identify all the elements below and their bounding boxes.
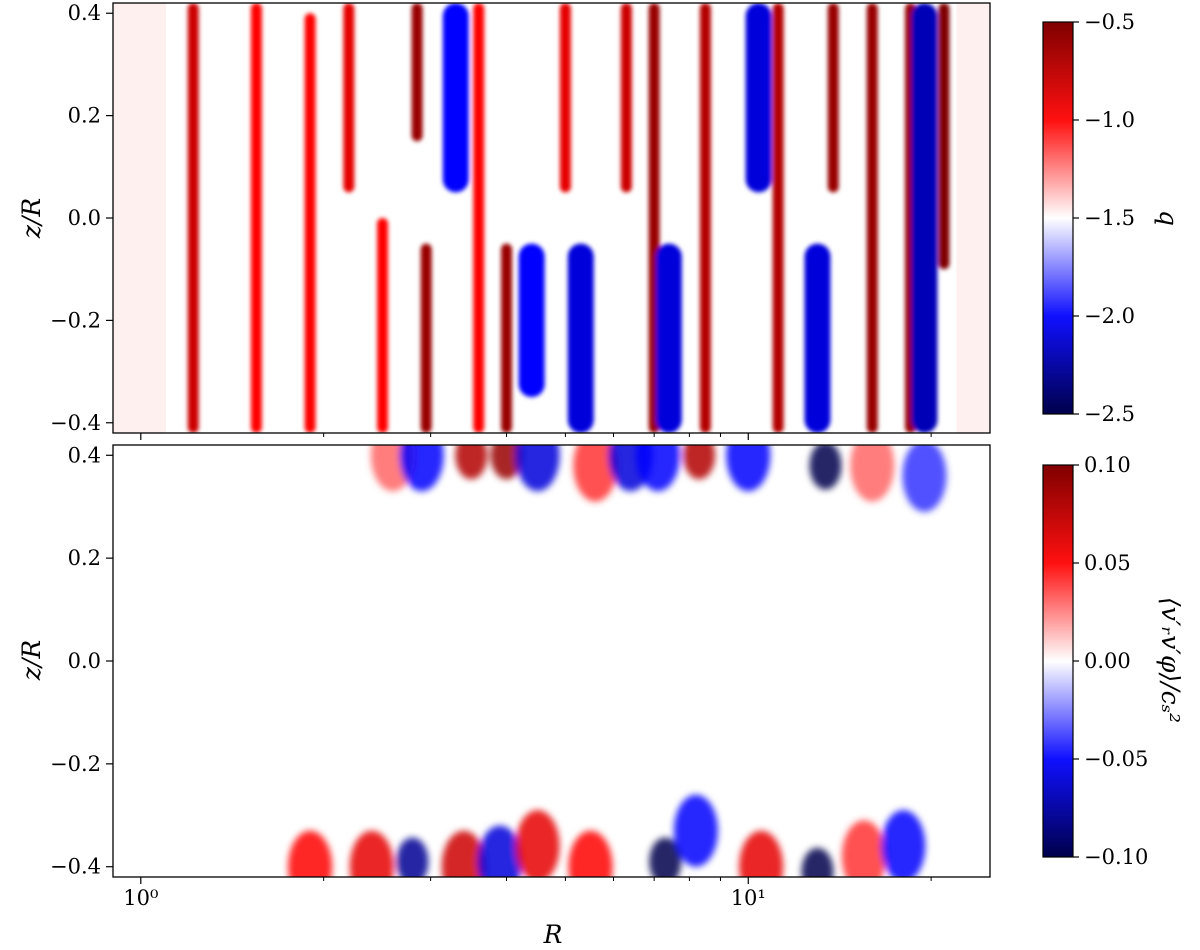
stress-feature-8 <box>683 445 716 480</box>
colorbar-tick-label: −2.5 <box>1084 402 1135 426</box>
stress-feature-23 <box>801 847 834 877</box>
colorbar-tick-label: −1.5 <box>1084 206 1135 230</box>
y-tick-label: 0.4 <box>68 1 101 25</box>
q-heatmap <box>113 3 990 433</box>
q-feature-23 <box>911 3 938 433</box>
x-tick-label: 10⁰ <box>123 886 158 910</box>
y-tick-label: 0.2 <box>68 104 101 128</box>
y-tick-label: 0.0 <box>68 649 101 673</box>
q-feature-11 <box>559 3 571 193</box>
y-tick-label: −0.2 <box>50 308 101 332</box>
bottom-ylabel: z/R <box>17 640 46 681</box>
inner-boundary-region <box>113 3 166 433</box>
x-tick-label: 10¹ <box>731 886 766 910</box>
stress-feature-15 <box>396 837 429 877</box>
colorbar-stress-label: ⟨v′ᵣv′φ⟩/cₛ² <box>1156 597 1185 723</box>
q-feature-21 <box>866 3 878 433</box>
colorbar-q-gradient <box>1042 21 1074 415</box>
stress-feature-25 <box>881 810 926 877</box>
stress-feature-16 <box>441 830 486 877</box>
stress-heatmap <box>113 445 990 877</box>
q-feature-0 <box>187 3 199 433</box>
y-tick-label: −0.4 <box>50 411 101 435</box>
y-tick-label: 0.0 <box>68 206 101 230</box>
q-feature-12 <box>567 243 594 433</box>
q-feature-2 <box>304 13 316 433</box>
q-feature-5 <box>411 3 423 142</box>
y-tick-label: −0.4 <box>50 855 101 879</box>
colorbar-q-label: q <box>1154 210 1183 226</box>
colorbar-tick-label: 0.10 <box>1084 453 1131 477</box>
stress-feature-19 <box>568 830 613 877</box>
colorbar-tick-label: −2.0 <box>1084 304 1135 328</box>
stress-feature-4 <box>515 445 560 492</box>
bottom-xlabel: R <box>543 920 563 949</box>
q-feature-24 <box>938 3 950 270</box>
stress-feature-9 <box>726 445 771 492</box>
stress-feature-3 <box>490 445 523 480</box>
y-tick-label: 0.4 <box>68 443 101 467</box>
colorbar-tick-label: −0.10 <box>1084 845 1148 869</box>
stress-feature-2 <box>455 445 488 480</box>
q-feature-3 <box>343 3 355 193</box>
stress-feature-10 <box>809 445 842 490</box>
stress-feature-14 <box>349 830 394 877</box>
stress-feature-12 <box>902 445 947 512</box>
colorbar-tick-label: 0.05 <box>1084 551 1131 575</box>
colorbar-tick-label: −0.05 <box>1084 747 1148 771</box>
outer-boundary-region <box>956 3 990 433</box>
bottom-y-axis: 0.4 0.2 0.0 −0.2 −0.4 <box>50 443 113 879</box>
q-feature-16 <box>699 3 711 433</box>
top-ylabel: z/R <box>17 198 46 239</box>
q-feature-9 <box>501 243 513 433</box>
stress-feature-20 <box>649 837 682 877</box>
q-feature-4 <box>377 218 389 433</box>
stress-feature-13 <box>288 830 333 877</box>
stress-feature-24 <box>841 820 886 877</box>
colorbar-stress-gradient <box>1042 464 1074 858</box>
colorbar-q: −0.5 −1.0 −1.5 −2.0 −2.5 q <box>1042 10 1183 426</box>
q-feature-6 <box>420 243 432 433</box>
q-feature-19 <box>804 243 831 433</box>
stress-feature-21 <box>673 794 718 867</box>
colorbar-stress: 0.10 0.05 0.00 −0.05 −0.10 ⟨v′ᵣv′φ⟩/cₛ² <box>1042 453 1185 869</box>
y-tick-label: −0.2 <box>50 752 101 776</box>
colorbar-tick-label: −0.5 <box>1084 10 1135 34</box>
colorbar-tick-label: −1.0 <box>1084 108 1135 132</box>
stress-feature-5 <box>573 445 618 502</box>
q-feature-7 <box>442 3 469 193</box>
q-feature-13 <box>620 3 632 193</box>
bottom-x-axis: 10⁰ 10¹ <box>123 877 932 910</box>
stress-feature-1 <box>399 445 444 492</box>
q-feature-20 <box>827 3 839 193</box>
panel-q: 0.4 0.2 0.0 −0.2 −0.4 z/R <box>17 1 991 440</box>
stress-feature-18 <box>515 810 560 877</box>
q-feature-1 <box>250 3 262 433</box>
y-tick-label: 0.2 <box>68 546 101 570</box>
top-x-ticks <box>140 433 932 440</box>
colorbar-tick-label: 0.00 <box>1084 649 1131 673</box>
q-feature-10 <box>518 243 545 398</box>
q-feature-15 <box>655 243 682 433</box>
panel-stress: 0.4 0.2 0.0 −0.2 −0.4 10⁰ 10¹ z/R R <box>17 443 991 949</box>
q-feature-8 <box>473 3 485 433</box>
q-feature-17 <box>745 3 772 193</box>
top-y-axis: 0.4 0.2 0.0 −0.2 −0.4 <box>50 1 113 435</box>
stress-feature-17 <box>477 825 522 877</box>
stress-feature-22 <box>739 830 784 877</box>
stress-background <box>113 445 990 877</box>
q-feature-18 <box>772 3 784 433</box>
stress-feature-7 <box>635 445 680 492</box>
stress-feature-11 <box>850 445 895 502</box>
